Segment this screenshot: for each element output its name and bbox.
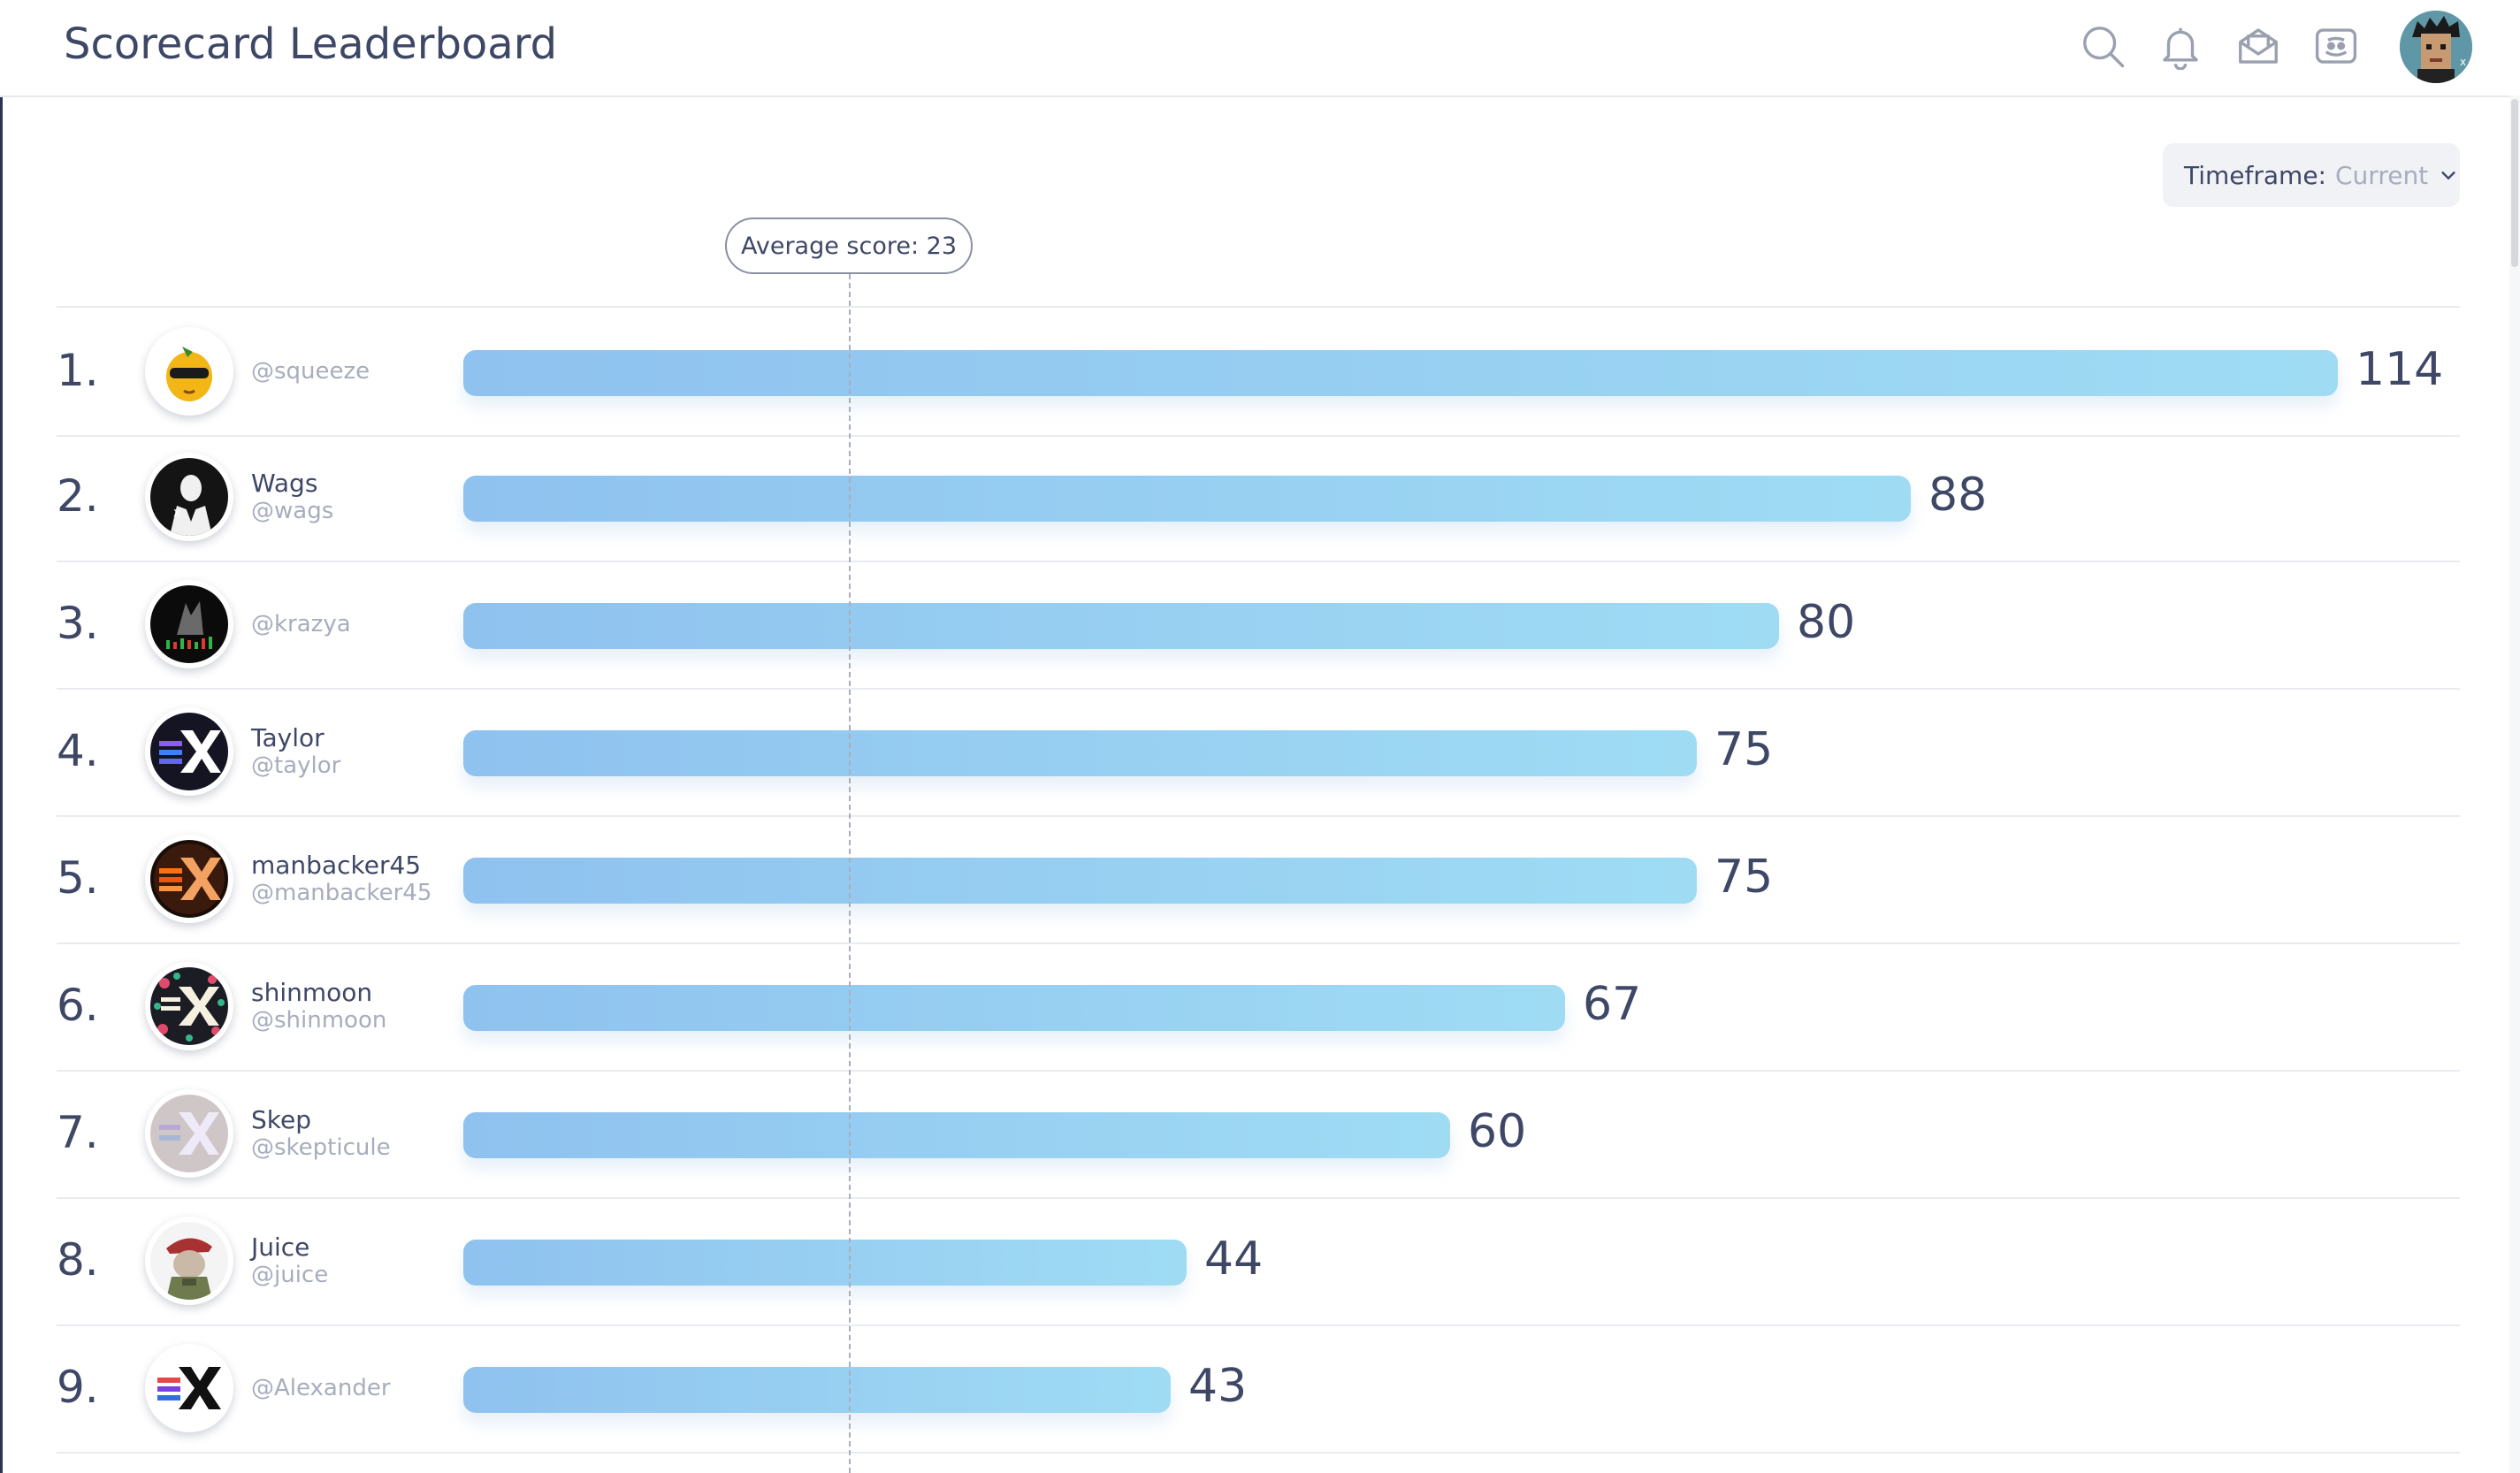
svg-text:x: x <box>2460 56 2466 68</box>
score-bar <box>463 1240 1187 1286</box>
average-score-badge: Average score: 23 <box>725 218 973 274</box>
beret-soldier-avatar[interactable] <box>145 1217 233 1305</box>
discord-icon[interactable] <box>2308 18 2364 74</box>
score-bar <box>463 858 1697 904</box>
rank-number: 4. <box>57 725 99 776</box>
suited-man-avatar[interactable]: x <box>145 453 233 541</box>
rank-number: 1. <box>57 345 99 396</box>
score-bar <box>463 730 1697 776</box>
rank-number: 2. <box>57 470 99 522</box>
user-names: Juice @juice <box>251 1197 328 1324</box>
score-bar <box>463 985 1565 1031</box>
leaderboard-row: 3. @krazya 80 <box>57 561 2460 690</box>
score-value: 60 <box>1468 1105 1527 1158</box>
display-name[interactable]: Skep <box>251 1105 311 1134</box>
leaderboard-row: 6. shinmoon @shinmoon 67 <box>57 943 2460 1072</box>
score-value: 80 <box>1797 596 1856 649</box>
rank-number: 6. <box>57 980 99 1031</box>
user-names: Skep @skepticule <box>251 1070 391 1197</box>
user-handle[interactable]: @wags <box>251 498 334 524</box>
score-bar <box>463 350 2338 396</box>
score-value: 43 <box>1188 1360 1248 1413</box>
wolf-chart-avatar[interactable] <box>145 580 233 668</box>
x-logo-orange-avatar[interactable] <box>145 835 233 923</box>
leaderboard-row: 2. x Wags @wags 88 <box>57 433 2460 562</box>
score-value: 67 <box>1583 978 1642 1031</box>
envelope-icon[interactable] <box>2230 18 2287 74</box>
rank-number: 9. <box>57 1362 99 1413</box>
display-name[interactable]: manbacker45 <box>251 851 422 880</box>
x-logo-floral-avatar[interactable] <box>145 962 233 1050</box>
x-logo-avatar[interactable] <box>145 707 233 796</box>
chevron-down-icon <box>2441 172 2455 180</box>
score-value: 44 <box>1204 1233 1264 1286</box>
user-handle[interactable]: @krazya <box>251 611 351 637</box>
display-name[interactable]: Juice <box>251 1233 310 1262</box>
user-names: @krazya <box>251 561 351 688</box>
leaderboard-row: 1. @squeeze 114 <box>57 306 2460 437</box>
leaderboard-row: 7. Skep @skepticule 60 <box>57 1070 2460 1199</box>
page-title: Scorecard Leaderboard <box>64 19 558 69</box>
scrollbar-track[interactable] <box>2509 95 2520 1473</box>
lemon-sunglasses-avatar[interactable] <box>145 327 233 416</box>
user-names: Taylor @taylor <box>251 688 340 815</box>
user-handle[interactable]: @juice <box>251 1262 329 1288</box>
score-bar <box>463 603 1779 649</box>
x-logo-dark-avatar[interactable] <box>145 1344 233 1432</box>
display-name[interactable]: shinmoon <box>251 978 373 1007</box>
user-handle[interactable]: @skepticule <box>251 1134 391 1161</box>
top-header: Scorecard Leaderboard x <box>0 0 2520 97</box>
user-names: Wags @wags <box>251 433 333 561</box>
timeframe-dropdown[interactable]: Timeframe: Current <box>2163 143 2460 207</box>
leaderboard-row: 5. manbacker45 @manbacker45 75 <box>57 815 2460 944</box>
svg-text:x: x <box>173 506 180 520</box>
x-logo-pastel-avatar[interactable] <box>145 1089 233 1178</box>
user-handle[interactable]: @shinmoon <box>251 1007 387 1034</box>
leaderboard-row: 8. Juice @juice 44 <box>57 1197 2460 1326</box>
rank-number: 5. <box>57 852 99 904</box>
scrollbar-thumb[interactable] <box>2511 99 2518 267</box>
user-handle[interactable]: @squeeze <box>251 358 370 385</box>
search-icon[interactable] <box>2074 18 2131 74</box>
user-names: manbacker45 @manbacker45 <box>251 815 431 943</box>
score-value: 75 <box>1714 723 1774 776</box>
user-names: @Alexander <box>251 1324 391 1452</box>
timeframe-label: Timeframe: <box>2184 160 2326 190</box>
user-handle[interactable]: @Alexander <box>251 1375 391 1401</box>
score-bar <box>463 1112 1450 1158</box>
user-avatar[interactable]: x <box>2400 11 2472 83</box>
user-handle[interactable]: @taylor <box>251 752 341 779</box>
display-name[interactable]: Wags <box>251 469 318 498</box>
score-value: 75 <box>1714 851 1774 904</box>
user-names: @squeeze <box>251 308 370 435</box>
score-value: 114 <box>2356 343 2444 396</box>
timeframe-value: Current <box>2335 160 2429 190</box>
rank-number: 3. <box>57 598 99 649</box>
leaderboard-row: 4. Taylor @taylor 75 <box>57 688 2460 817</box>
score-bar <box>463 1367 1171 1413</box>
rank-number: 7. <box>57 1107 99 1158</box>
score-bar <box>463 476 1911 522</box>
user-names: shinmoon @shinmoon <box>251 943 386 1070</box>
user-handle[interactable]: @manbacker45 <box>251 880 432 906</box>
rank-number: 8. <box>57 1234 99 1286</box>
average-score-line <box>849 274 851 1473</box>
score-value: 88 <box>1928 469 1988 522</box>
display-name[interactable]: Taylor <box>251 723 325 752</box>
window-edge <box>0 0 3 1473</box>
leaderboard-row: 9. @Alexander 43 <box>57 1324 2460 1454</box>
bell-icon[interactable] <box>2152 18 2209 74</box>
